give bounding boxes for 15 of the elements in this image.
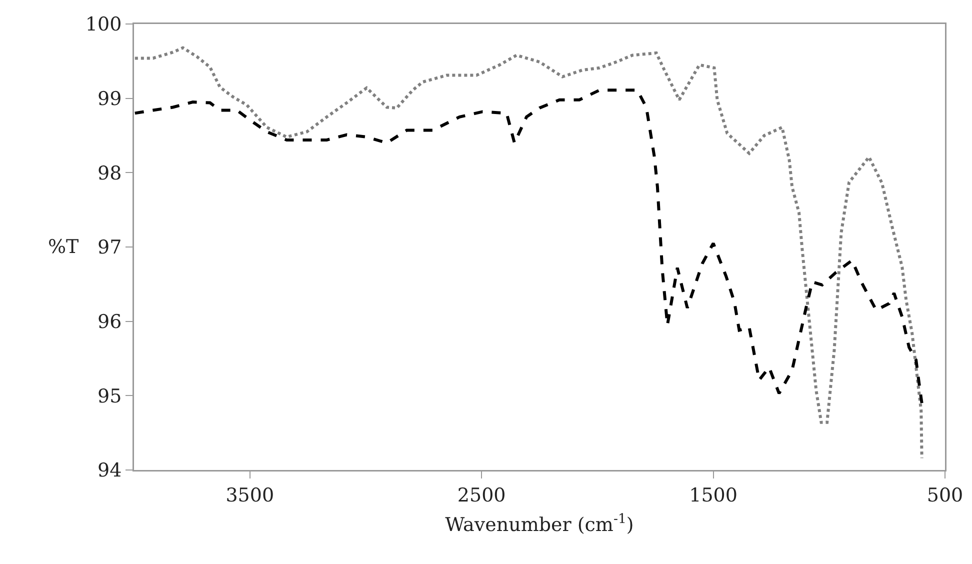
line-series	[134, 88, 924, 405]
y-tick-label: 98	[98, 162, 122, 184]
y-axis-title: %T	[48, 236, 80, 258]
line-series	[134, 46, 924, 460]
x-tick-label: 500	[926, 484, 964, 506]
y-tick-label: 97	[98, 236, 122, 259]
x-axis-title: Wavenumber (cm$^{-1}$)	[445, 512, 634, 536]
y-tick-label: 99	[98, 88, 122, 110]
y-tick-label: 100	[85, 14, 122, 36]
y-tick-label: 94	[98, 460, 122, 482]
x-tick-label: 1500	[689, 484, 738, 506]
x-tick-label: 2500	[457, 484, 506, 506]
x-tick-label: 3500	[226, 484, 274, 506]
y-tick-label: 96	[98, 310, 122, 333]
y-tick-label: 95	[98, 385, 122, 408]
